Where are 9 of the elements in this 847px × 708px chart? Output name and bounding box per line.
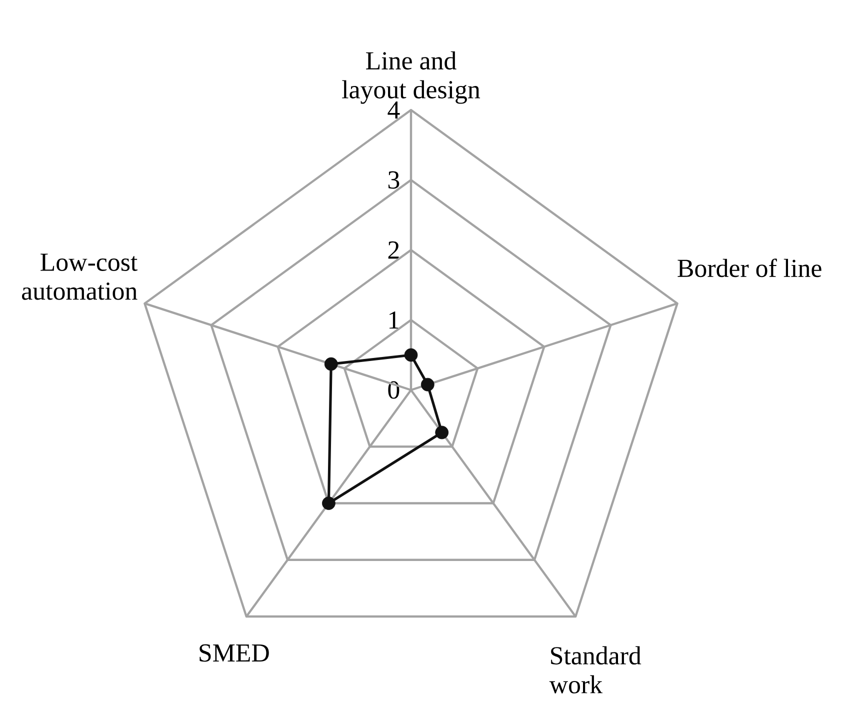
spoke-label: Standard work bbox=[549, 646, 642, 694]
y-tick-label: 4 bbox=[388, 101, 400, 119]
spoke-label: Low-cost automation bbox=[22, 254, 138, 300]
spoke-label: SMED bbox=[200, 644, 269, 662]
spoke-label: Border of line bbox=[678, 258, 822, 278]
spoke-label: Line and layout design bbox=[342, 51, 480, 104]
y-tick-label: 1 bbox=[389, 311, 399, 329]
y-tick-label: 3 bbox=[388, 171, 400, 189]
y-tick-label: 2 bbox=[388, 241, 399, 259]
